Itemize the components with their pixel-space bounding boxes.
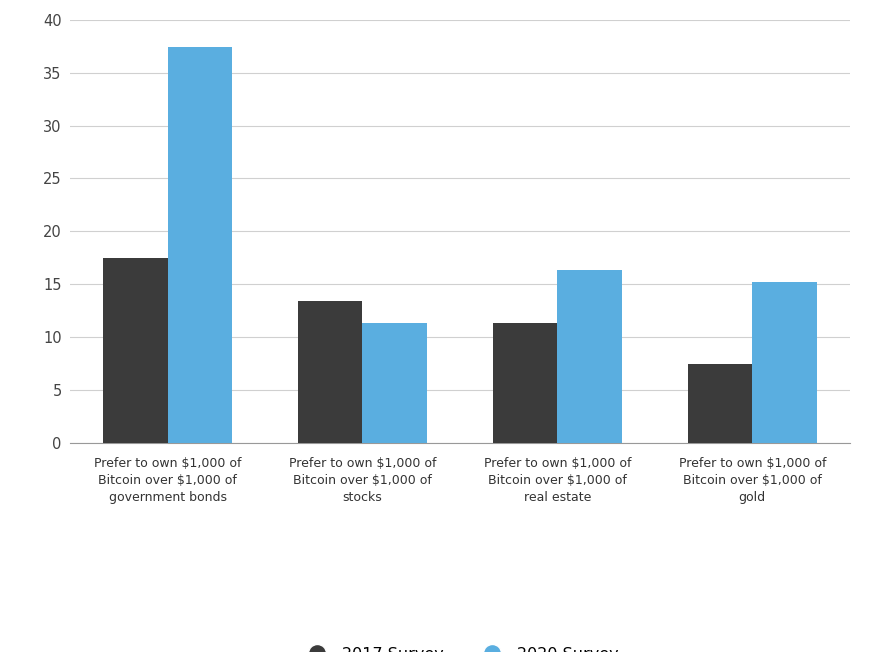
Bar: [493, 323, 557, 443]
Bar: [103, 258, 167, 443]
Bar: [363, 323, 427, 443]
Bar: [557, 270, 622, 443]
Bar: [298, 301, 363, 443]
Bar: [688, 364, 752, 443]
Bar: [752, 282, 816, 443]
Bar: [167, 47, 232, 443]
Legend: 2017 Survey, 2020 Survey: 2017 Survey, 2020 Survey: [294, 641, 625, 652]
